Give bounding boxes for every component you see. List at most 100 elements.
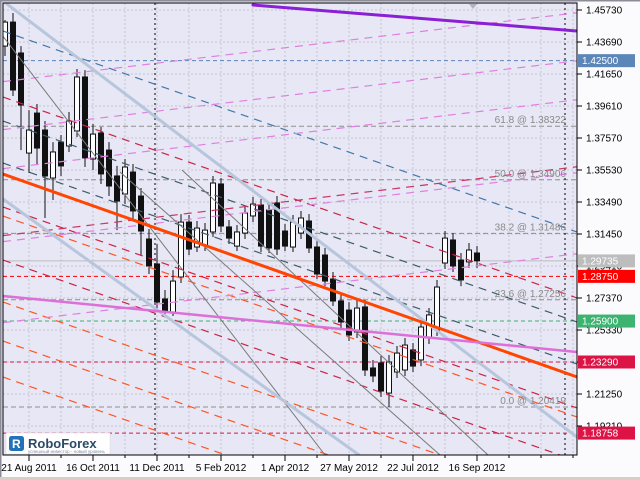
candle-bearish [274,196,280,256]
candle-body [42,129,48,177]
price-tag-value: 1.18758 [582,429,619,440]
trend-line-thin [181,169,489,455]
candle-bearish [370,359,376,383]
candle-bearish [450,233,456,272]
candle-bearish [338,294,344,328]
trend-line-thick [251,3,577,33]
fibonacci-level-label: 0.0 @ 1.20419 [500,396,566,407]
date-axis-label: 11 Dec 2011 [129,463,185,474]
candle-body [458,259,464,281]
date-axis-label: 21 Aug 2011 [1,463,57,474]
candle-body [106,149,112,187]
window-bottom-bar [0,477,640,480]
candle-body [122,166,128,195]
candle-body [146,238,152,267]
candle-body [290,221,296,248]
price-level-tag: 1.28750 [578,269,635,283]
candle-bearish [282,223,288,251]
channel-line-falling [3,120,577,323]
channel-line-falling [3,301,442,455]
candle-body [170,280,176,313]
current-price-tag: 1.29735 [578,254,635,268]
candle-bearish [10,12,16,96]
candle-body [34,112,40,149]
window-left-edge [0,0,2,477]
price-tag-background [578,426,635,440]
candle-body [370,367,376,377]
candle-bearish [106,142,112,197]
candle-bearish [146,228,152,274]
plot-layer: 61.8 @ 1.38322 50.0 @ 1.34906 38.2 @ 1.314… [3,3,577,455]
candle-body [314,246,320,275]
candle-body [50,151,56,179]
channel-line-rising [3,99,577,170]
date-axis-label: 5 Feb 2012 [196,463,247,474]
candle-bullish [3,20,8,56]
trend-line-thick [3,197,361,455]
channel-line-falling [3,259,562,455]
trend-line-thin [3,35,326,455]
candle-bullish [122,159,128,205]
date-axis-label: 27 May 2012 [320,463,378,474]
price-tag-value: 1.28750 [582,272,619,283]
price-axis-label: 1.37570 [586,134,623,145]
candle-bullish [90,124,96,170]
candle-body [66,120,72,147]
channel-line-rising [3,253,577,324]
candle-bearish [42,121,48,218]
candle-body [82,76,88,159]
fibonacci-level-label: 50.0 @ 1.34906 [495,169,567,180]
price-axis-label: 1.45730 [586,6,623,17]
candle-body [218,183,224,227]
candle-body [226,226,232,239]
candle-bearish [130,164,136,219]
candle-body [266,209,272,249]
candle-body [114,175,120,202]
candle-body [202,229,208,246]
candle-body [346,309,352,336]
candle-bearish [362,300,368,376]
fibonacci-level-label: 38.2 @ 1.31486 [495,222,567,233]
trend-line-thick [3,3,577,439]
channel-line-rising [3,172,577,243]
price-level-tag: 1.18758 [578,426,635,440]
price-level-tag: 1.42500 [578,54,635,68]
price-tag-background [578,355,635,369]
candle-bullish [74,68,80,138]
candle-body [474,252,480,262]
price-tag-background [578,54,635,68]
candle-bearish [226,220,232,245]
price-axis-label: 1.31450 [586,230,623,241]
candle-body [154,263,160,303]
candle-bearish [218,178,224,232]
fibonacci-level-label: 61.8 @ 1.38322 [495,115,567,126]
price-axis-label: 1.27370 [586,294,623,305]
price-axis-label: 1.25330 [586,326,623,337]
price-axis-label: 1.35530 [586,166,623,177]
trend-line-thin [119,171,441,455]
price-axis-area [577,0,640,477]
candle-body [26,129,32,154]
candle-body [74,76,80,132]
candle-bearish [82,70,88,168]
date-axis-area [0,455,640,477]
price-axis: 1.45730 1.43690 1.41650 1.39610 1.37570 1.355… [577,6,635,440]
price-axis-label: 1.39610 [586,102,623,113]
candle-body [410,349,416,367]
candle-body [378,362,384,392]
plot-border [2,2,578,456]
price-axis-label: 1.43690 [586,38,623,49]
channel-line-falling [3,96,577,299]
candle-body [98,132,104,175]
candle-body [282,230,288,247]
fibonacci-level-label: 23.6 @ 1.27256 [495,289,567,300]
candle-bullish [394,346,400,378]
candle-body [178,221,184,278]
candle-bullish [418,319,424,367]
candle-body [58,141,64,167]
price-tag-value: 1.29735 [582,256,619,267]
channel-line-falling [3,340,331,455]
candle-body [274,202,280,250]
